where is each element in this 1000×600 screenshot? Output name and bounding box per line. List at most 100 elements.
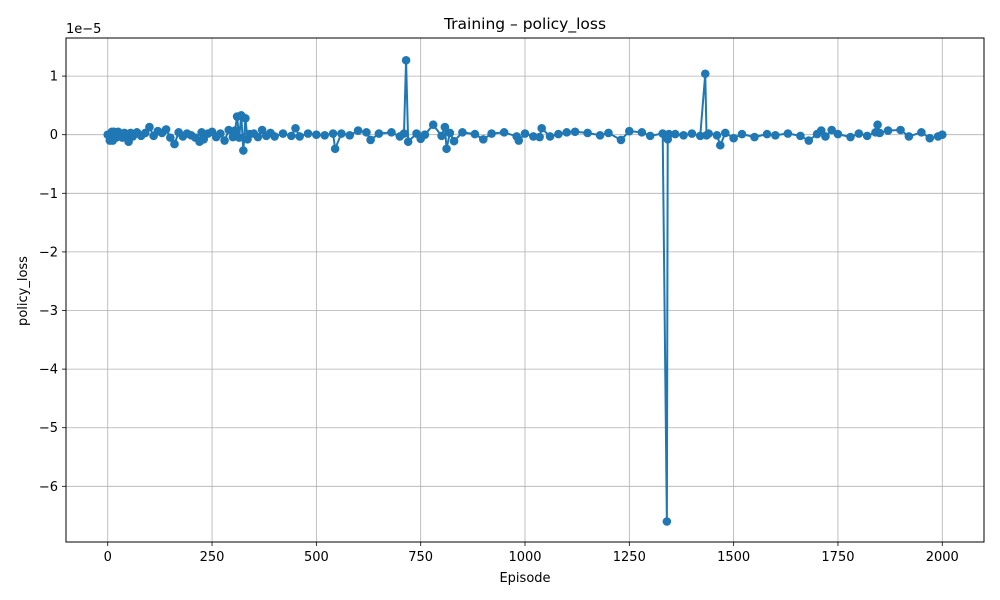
x-tick-label: 1500 bbox=[717, 550, 750, 565]
data-point bbox=[374, 129, 384, 138]
data-point bbox=[762, 129, 772, 139]
data-point bbox=[645, 131, 655, 141]
data-point bbox=[145, 122, 154, 132]
data-point bbox=[278, 129, 288, 138]
data-point bbox=[875, 128, 884, 138]
data-point bbox=[712, 130, 722, 140]
data-point bbox=[295, 132, 304, 141]
data-point bbox=[664, 129, 674, 139]
data-point bbox=[846, 132, 855, 142]
data-point bbox=[873, 120, 882, 130]
data-point bbox=[166, 133, 175, 142]
x-tick-label: 2000 bbox=[926, 550, 959, 565]
data-point bbox=[449, 136, 459, 146]
series-policy-loss bbox=[103, 55, 947, 526]
grid bbox=[66, 38, 984, 542]
data-point bbox=[783, 129, 793, 138]
data-point bbox=[403, 137, 413, 147]
data-point bbox=[562, 128, 572, 137]
data-point bbox=[291, 123, 300, 133]
data-point bbox=[478, 135, 488, 144]
data-point bbox=[287, 131, 296, 141]
data-point bbox=[224, 125, 234, 135]
data-point bbox=[337, 129, 346, 138]
data-point bbox=[625, 126, 634, 136]
data-point bbox=[687, 129, 697, 138]
x-tick-label: 750 bbox=[408, 550, 433, 565]
data-point bbox=[715, 140, 725, 150]
data-point bbox=[428, 120, 438, 130]
data-point bbox=[537, 123, 546, 133]
data-point bbox=[750, 132, 759, 142]
data-point bbox=[700, 69, 710, 79]
data-point bbox=[679, 130, 688, 140]
data-point bbox=[437, 131, 446, 141]
x-tick-label: 1000 bbox=[508, 550, 541, 565]
y-tick-label: 1 bbox=[50, 70, 58, 85]
data-point bbox=[854, 129, 864, 138]
data-point bbox=[362, 128, 371, 137]
data-point bbox=[345, 130, 355, 140]
data-point bbox=[595, 130, 605, 140]
data-point bbox=[230, 126, 240, 135]
ticks: 0 250 500 750 1000 1250 1500 1750 2000 −6 −5 −4 −3 −2… bbox=[39, 70, 959, 565]
y-tick-label: −5 bbox=[39, 421, 58, 436]
data-point bbox=[520, 129, 530, 138]
data-point bbox=[737, 129, 747, 139]
data-point bbox=[535, 132, 544, 142]
data-point bbox=[827, 125, 836, 135]
data-point bbox=[604, 128, 613, 138]
data-point bbox=[771, 130, 780, 140]
data-point bbox=[253, 132, 263, 142]
y-tick-label: 0 bbox=[50, 128, 58, 143]
x-tick-label: 0 bbox=[104, 550, 112, 565]
data-point bbox=[470, 129, 480, 139]
x-tick-label: 500 bbox=[304, 550, 329, 565]
x-tick-label: 1250 bbox=[613, 550, 646, 565]
data-point bbox=[312, 130, 321, 139]
data-point bbox=[303, 129, 313, 138]
data-point bbox=[442, 144, 451, 154]
data-point bbox=[420, 130, 430, 139]
y-tick-label: −1 bbox=[39, 187, 58, 202]
data-point bbox=[695, 131, 705, 141]
data-point bbox=[883, 126, 893, 135]
data-point bbox=[353, 126, 363, 135]
y-tick-label: −2 bbox=[39, 245, 58, 260]
data-point bbox=[662, 517, 672, 526]
data-point bbox=[904, 132, 914, 141]
y-tick-label: −6 bbox=[39, 480, 58, 495]
data-point bbox=[821, 132, 830, 141]
data-point bbox=[216, 129, 225, 138]
data-point bbox=[458, 128, 467, 137]
data-point bbox=[445, 128, 455, 138]
data-point bbox=[514, 136, 524, 145]
data-point bbox=[804, 136, 814, 145]
chart-title: Training – policy_loss bbox=[443, 15, 606, 34]
data-point bbox=[796, 131, 805, 141]
data-point bbox=[328, 129, 338, 138]
y-axis-scale-label: 1e−5 bbox=[66, 22, 101, 37]
data-point bbox=[554, 129, 563, 139]
data-point bbox=[529, 132, 538, 141]
data-point bbox=[399, 129, 409, 138]
data-point bbox=[833, 129, 843, 139]
data-point bbox=[487, 129, 496, 138]
data-point bbox=[387, 128, 396, 137]
data-point bbox=[583, 128, 592, 138]
y-tick-label: −3 bbox=[39, 304, 58, 319]
data-point bbox=[234, 133, 244, 142]
data-point bbox=[616, 135, 626, 145]
data-point bbox=[925, 133, 935, 143]
data-point bbox=[499, 128, 509, 137]
data-point bbox=[220, 136, 229, 145]
data-point bbox=[440, 122, 450, 132]
y-axis-label: policy_loss bbox=[16, 256, 31, 326]
x-tick-label: 1750 bbox=[821, 550, 854, 565]
data-point bbox=[401, 55, 411, 65]
data-point bbox=[729, 133, 738, 143]
y-tick-label: −4 bbox=[39, 363, 58, 378]
data-point bbox=[239, 146, 248, 155]
data-point bbox=[937, 130, 947, 139]
